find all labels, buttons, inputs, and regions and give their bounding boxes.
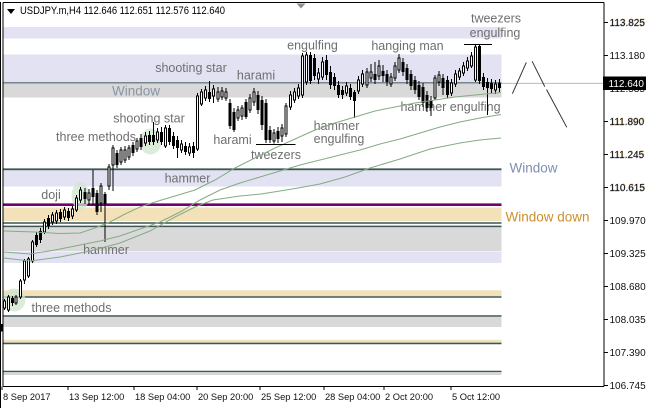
svg-text:110.615: 110.615	[609, 183, 645, 194]
svg-text:110.615: 110.615	[610, 183, 646, 194]
svg-text:109.325: 109.325	[610, 249, 646, 260]
svg-text:engulfing: engulfing	[314, 132, 365, 146]
svg-text:110.615: 110.615	[610, 183, 646, 194]
svg-text:109.970: 109.970	[610, 216, 646, 227]
svg-text:113.825: 113.825	[610, 18, 646, 29]
svg-text:doji: doji	[41, 188, 60, 202]
svg-text:111.890: 111.890	[610, 117, 645, 128]
svg-text:112.640: 112.640	[609, 79, 645, 90]
svg-text:2 Oct 20:00: 2 Oct 20:00	[385, 392, 433, 402]
svg-text:engulfing: engulfing	[470, 26, 521, 40]
svg-text:three methods: three methods	[32, 301, 112, 315]
svg-text:Window: Window	[112, 84, 160, 99]
svg-text:25 Sep 12:00: 25 Sep 12:00	[261, 392, 316, 402]
svg-text:three methods: three methods	[56, 130, 136, 144]
svg-text:hammer: hammer	[314, 119, 360, 133]
svg-text:106.745: 106.745	[610, 381, 646, 392]
svg-text:tweezers: tweezers	[251, 148, 301, 162]
svg-text:108.035: 108.035	[610, 315, 646, 326]
svg-text:USDJPY.m,H4 112.646 112.651 1: USDJPY.m,H4 112.646 112.651 112.576 112.…	[20, 5, 225, 17]
svg-text:111.245: 111.245	[610, 150, 645, 161]
svg-text:107.390: 107.390	[610, 348, 646, 359]
svg-text:111.245: 111.245	[609, 150, 644, 161]
svg-text:111.890: 111.890	[610, 117, 645, 128]
svg-text:28 Sep 04:00: 28 Sep 04:00	[325, 392, 380, 402]
svg-text:harami: harami	[237, 68, 275, 82]
svg-text:hanging man: hanging man	[371, 39, 443, 53]
svg-text:shooting star: shooting star	[113, 111, 185, 125]
svg-text:Window down: Window down	[506, 210, 590, 225]
svg-text:111.890: 111.890	[609, 117, 644, 128]
svg-text:Window: Window	[510, 161, 558, 176]
svg-text:111.245: 111.245	[610, 150, 645, 161]
svg-text:shooting star: shooting star	[155, 61, 227, 75]
svg-text:hammer engulfing: hammer engulfing	[400, 100, 500, 114]
svg-text:tweezers: tweezers	[471, 11, 521, 25]
svg-text:8 Sep 2017: 8 Sep 2017	[3, 392, 51, 402]
svg-text:harami: harami	[213, 133, 251, 147]
svg-text:113.180: 113.180	[610, 51, 646, 62]
svg-text:13 Sep 12:00: 13 Sep 12:00	[69, 392, 124, 402]
svg-text:18 Sep 04:00: 18 Sep 04:00	[135, 392, 190, 402]
svg-text:113.825: 113.825	[610, 18, 646, 29]
svg-text:108.680: 108.680	[610, 282, 646, 293]
svg-text:5 Oct 12:00: 5 Oct 12:00	[452, 392, 500, 402]
svg-text:engulfing: engulfing	[287, 38, 338, 52]
svg-text:113.825: 113.825	[609, 18, 645, 29]
svg-text:hammer: hammer	[165, 171, 211, 185]
svg-text:20 Sep 20:00: 20 Sep 20:00	[198, 392, 253, 402]
svg-text:hammer: hammer	[83, 243, 129, 257]
